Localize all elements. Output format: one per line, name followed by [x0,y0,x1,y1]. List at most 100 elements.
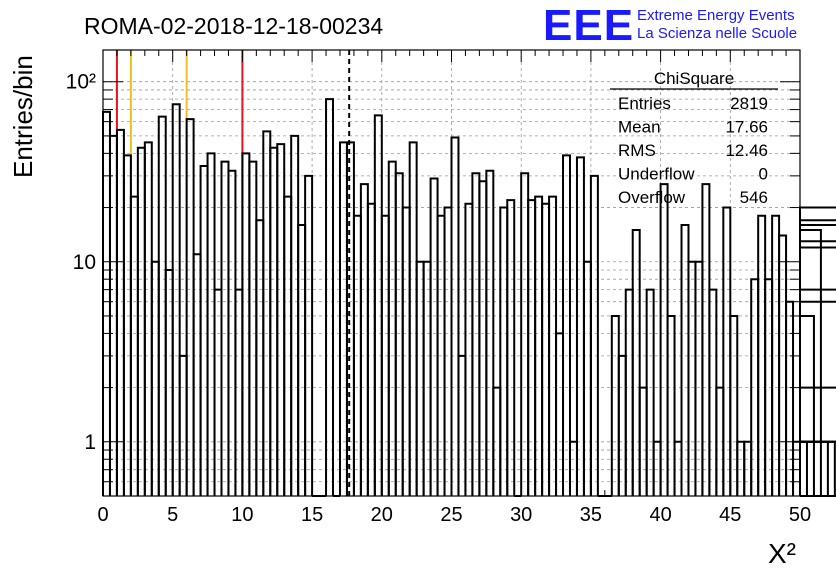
y-tick-label: 10 [73,251,96,274]
histogram-bin [269,146,279,496]
histogram-bin [631,229,641,496]
histogram-bin [304,174,314,496]
histogram-bin [701,183,711,496]
histogram-bin [799,224,836,496]
histogram-bin [471,172,481,496]
y-tick-label: 1 [84,431,96,454]
histogram-bin [150,260,160,496]
histogram-bin [164,268,174,496]
histogram-bin [338,141,348,496]
histogram-bin [359,183,369,496]
stats-label: Mean [618,118,661,137]
histogram-bin [729,314,739,496]
histogram-bin [534,195,544,496]
stats-label: Underflow [618,165,695,184]
histogram-bin [799,440,808,496]
histogram-bin [527,199,537,496]
histogram-bin [778,234,788,496]
histogram-bin [102,110,111,496]
histogram-bin [115,128,125,496]
histogram-bin [541,202,551,496]
histogram-bin [799,300,836,496]
histogram-bin [457,354,467,496]
histogram-bin [192,253,202,496]
histogram-bin [617,354,627,496]
histogram-bin [394,172,404,496]
histogram-bin [408,141,418,496]
stats-box: ChiSquare Entries 2819 Mean 17.66 RMS 12.46 Un… [610,69,778,207]
x-tick-label: 45 [719,504,741,526]
x-axis-title: X² [768,538,796,569]
axes: 0 5 10 15 20 25 30 35 40 45 50 1 10 10² [66,49,811,526]
histogram-bin [143,141,153,496]
histogram-bin [366,202,376,496]
x-tick-label: 5 [167,504,178,526]
histogram-bin [206,152,216,496]
y-tick-label: 10² [66,71,96,94]
histogram-bin [213,288,223,496]
histogram-bin [129,195,139,496]
x-tick-label: 0 [97,504,108,526]
histogram-bin [548,195,558,496]
histogram-bin [799,219,836,496]
histogram-bin [785,300,795,496]
histogram-bin [443,206,453,496]
histogram-bin [429,177,439,496]
histogram-bin [464,202,474,496]
x-tick-label: 40 [649,504,671,526]
histogram-bin [478,180,488,496]
histogram-bin [422,260,432,496]
x-tick-label: 15 [301,504,323,526]
stats-value: 0 [759,165,768,184]
histogram-bin [325,98,335,496]
histogram-bin [485,169,495,496]
histogram-bin [659,183,669,496]
histogram-bin [610,314,620,496]
histogram-bin [575,156,585,496]
histogram-bin [248,160,258,496]
histogram-bin [680,224,690,496]
histogram-bin [283,195,293,496]
histogram-bin [799,206,836,496]
logo-subtitle-line2: La Scienza nelle Scuole [637,25,797,42]
histogram-bin [136,146,146,496]
logo-subtitle-line1: Extreme Energy Events [637,7,795,24]
histogram-bin [122,154,132,496]
histogram-bin [199,165,209,496]
x-tick-label: 50 [789,504,811,526]
histogram-bin [401,206,411,496]
histogram-bin [722,206,732,496]
histogram-bin [799,440,836,496]
histogram-bin [645,288,655,496]
eee-logo: EEE [543,1,634,50]
histogram-bin [220,160,230,496]
histogram-bin [276,143,286,496]
histogram-bin [234,288,244,496]
histogram-bin [799,229,822,496]
stats-label: Entries [618,94,671,113]
x-tick-label: 20 [371,504,393,526]
histogram-bin [694,260,704,496]
histogram-bin [799,288,836,496]
histogram-bin [345,141,355,496]
stats-value: 17.66 [725,118,768,137]
histogram-bin [799,440,836,496]
histogram-bin [499,206,509,496]
histogram-bin [520,172,530,496]
histogram-bin [687,260,697,496]
stats-label: RMS [618,141,656,160]
histogram-bin [241,152,251,496]
histogram-bin [589,174,599,496]
stats-value: 2819 [730,94,768,113]
histogram-bin [666,314,676,496]
histogram-bin [178,354,188,496]
histogram-bin [582,260,592,496]
stats-rows: Entries 2819 Mean 17.66 RMS 12.46 Underflow 0 Ov… [618,94,768,207]
histogram-bin [624,288,634,496]
y-axis-title: Entries/bin [8,55,38,178]
histogram-bin [708,288,718,496]
histogram-bins [102,98,836,497]
histogram-bin [373,114,383,496]
stats-value: 12.46 [725,141,768,160]
